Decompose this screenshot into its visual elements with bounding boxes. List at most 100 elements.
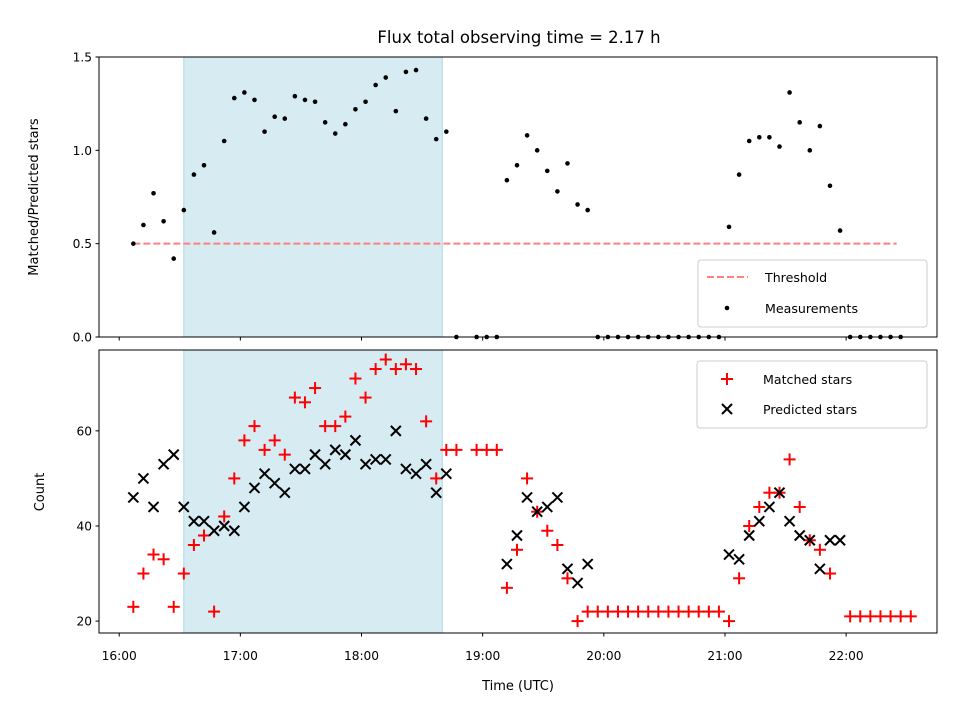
predicted-star-point (218, 520, 230, 532)
legend-threshold-label: Threshold (764, 270, 827, 285)
predicted-marker-b (238, 501, 251, 513)
predicted-star-point (147, 501, 160, 513)
measurement-point (282, 116, 288, 121)
y-tick-label: 0.5 (73, 237, 92, 251)
y-axis-label-top: Matched/Predicted stars (27, 118, 42, 276)
measurement-point (302, 97, 308, 103)
predicted-marker-b (309, 448, 321, 461)
matched-star-point (541, 524, 554, 537)
predicted-marker-b (188, 515, 200, 527)
predicted-star-point (157, 458, 170, 470)
x-tick-label: 21:00 (707, 649, 742, 663)
matched-star-point (844, 610, 857, 623)
y-tick-label: 1.5 (73, 51, 92, 65)
matched-star-point (813, 543, 826, 556)
predicted-marker-b (380, 453, 392, 466)
matched-star-point (369, 363, 382, 376)
matched-star-point (268, 434, 281, 447)
measurement-point (161, 218, 166, 224)
matched-star-point (198, 529, 211, 542)
matched-star-point (228, 472, 241, 485)
predicted-star-point (137, 472, 150, 485)
measurement-point (565, 161, 570, 166)
predicted-star-point (390, 425, 402, 437)
predicted-star-point (824, 534, 836, 546)
predicted-marker-b (349, 434, 362, 447)
matched-star-point (208, 605, 221, 618)
predicted-star-point (793, 529, 806, 542)
predicted-marker-b (804, 534, 816, 546)
matched-star-point (672, 605, 685, 618)
matched-star-point (319, 420, 332, 433)
matched-star-point (379, 353, 392, 366)
axes-frame-bottom (98, 349, 938, 634)
predicted-star-point (814, 563, 826, 575)
measurement-point (807, 148, 813, 153)
predicted-marker-b (763, 501, 776, 513)
matched-star-point (591, 605, 604, 618)
matched-star-point (248, 420, 261, 433)
predicted-marker-b (198, 515, 210, 527)
plot-title: Flux total observing time = 2.17 h (377, 28, 660, 47)
predicted-marker-b (157, 458, 170, 470)
legend-bottom: Matched stars Predicted stars (696, 360, 928, 429)
predicted-star-point (561, 563, 574, 575)
x-tick-label: 16:00 (102, 649, 137, 663)
matched-star-point (480, 443, 493, 456)
predicted-star-point (319, 458, 331, 470)
predicted-marker-b (248, 482, 261, 494)
measurement-point (837, 228, 843, 233)
measurement-point (767, 134, 772, 140)
matched-star-point (147, 548, 160, 561)
measurement-point (373, 82, 378, 88)
predicted-marker-b (733, 553, 745, 565)
predicted-marker-b (329, 444, 341, 456)
legend-measurements-label: Measurements (765, 301, 858, 316)
measurement-point (827, 183, 833, 189)
measurement-point (252, 97, 257, 103)
matched-star-point (884, 610, 897, 623)
matched-star-point (561, 572, 574, 585)
predicted-star-point (753, 515, 766, 527)
matched-star-point (652, 605, 665, 618)
x-tick-label: 17:00 (223, 649, 258, 663)
matched-star-point (894, 610, 907, 623)
predicted-star-point (127, 491, 140, 504)
legend-box-bottom (696, 360, 928, 429)
matched-star-point (450, 443, 463, 456)
measurement-point (514, 162, 520, 168)
y-axis-label-bottom: Count (33, 473, 48, 512)
matched-star-point (500, 581, 513, 594)
matched-star-point (763, 486, 776, 499)
predicted-marker-b (339, 448, 352, 461)
matched-star-point (723, 615, 736, 628)
predicted-marker-b (561, 563, 574, 575)
matched-star-point (753, 500, 766, 513)
predicted-marker-b (279, 486, 291, 499)
predicted-star-point (743, 529, 755, 542)
predicted-marker-b (793, 529, 806, 542)
measurement-point (444, 129, 449, 134)
matched-star-point (622, 605, 635, 618)
axes-frame-top (98, 56, 938, 338)
matched-star-point (298, 396, 311, 409)
predicted-star-point (380, 453, 392, 466)
predicted-marker-b (571, 577, 584, 589)
predicted-marker-b (440, 467, 453, 480)
measurement-point (181, 207, 187, 213)
matched-star-point (258, 443, 271, 456)
measurement-point (817, 123, 823, 129)
x-tick-label: 20:00 (586, 649, 621, 663)
matched-star-point (601, 605, 614, 618)
matched-star-point (521, 472, 534, 485)
legend-measurement-swatch (724, 305, 730, 311)
predicted-star-point (339, 448, 352, 461)
predicted-star-point (359, 458, 372, 470)
measurement-point (736, 172, 742, 177)
measurement-point (353, 106, 358, 112)
predicted-star-point (228, 525, 240, 537)
predicted-star-point (723, 548, 735, 561)
measurement-point (191, 172, 197, 177)
measurement-point (262, 129, 267, 134)
predicted-star-point (581, 558, 594, 570)
